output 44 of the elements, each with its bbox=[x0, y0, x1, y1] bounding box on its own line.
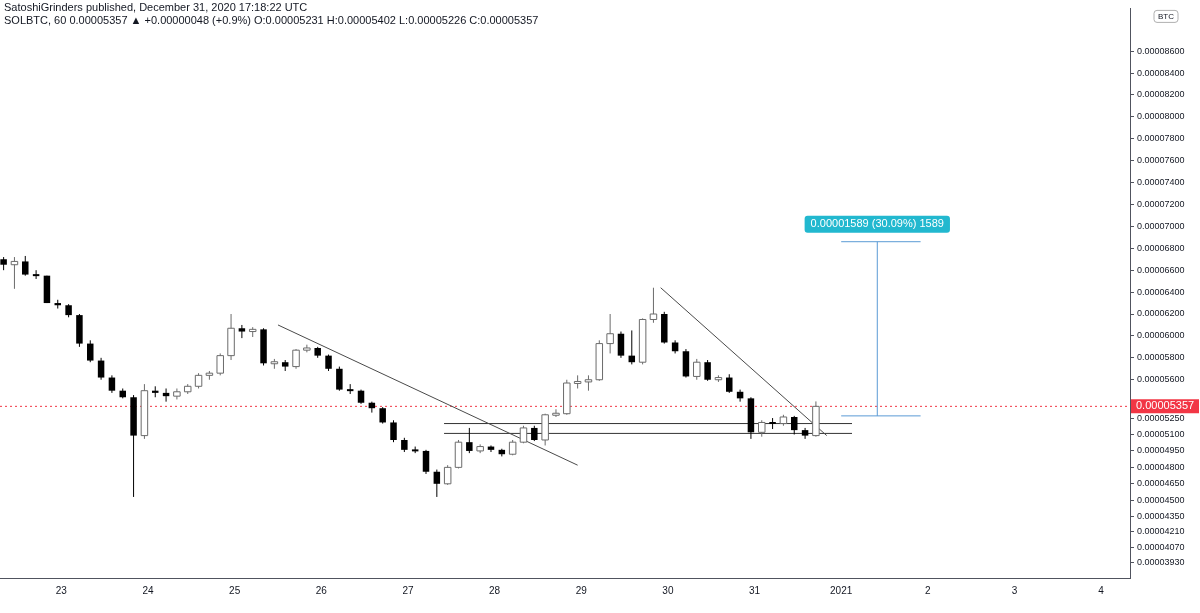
y-tick-label: 0.00005800 bbox=[1137, 352, 1185, 363]
y-tick-label: 0.00003930 bbox=[1137, 557, 1185, 568]
y-tick-label: 0.00004800 bbox=[1137, 461, 1185, 472]
y-tick-label: 0.00004650 bbox=[1137, 478, 1185, 489]
x-tick-label: 3 bbox=[1011, 584, 1018, 596]
y-tick-label: 0.00004350 bbox=[1137, 511, 1185, 522]
y-tick-label: 0.00006000 bbox=[1137, 330, 1185, 341]
y-tick-label: 0.00007600 bbox=[1137, 155, 1185, 166]
x-tick-label: 2021 bbox=[830, 584, 853, 596]
x-tick-label: 28 bbox=[489, 584, 501, 596]
x-tick-label: 30 bbox=[662, 584, 674, 596]
y-tick-label: 0.00008200 bbox=[1137, 89, 1185, 100]
y-tick-label: 0.00007000 bbox=[1137, 220, 1185, 231]
y-tick-label: 0.00007200 bbox=[1137, 198, 1185, 209]
x-tick-label: 26 bbox=[315, 584, 328, 596]
y-tick-label: 0.00007800 bbox=[1137, 133, 1185, 144]
x-tick-label: 4 bbox=[1098, 584, 1105, 596]
y-tick-label: 0.00004950 bbox=[1137, 445, 1185, 456]
x-tick-label: 31 bbox=[748, 584, 761, 596]
y-tick-label: 0.00006400 bbox=[1137, 286, 1185, 297]
y-tick-label: 0.00006800 bbox=[1137, 242, 1185, 253]
y-tick-label: 0.00007400 bbox=[1137, 177, 1185, 188]
x-tick-label: 29 bbox=[575, 584, 588, 596]
y-tick-label: 0.00004500 bbox=[1137, 494, 1185, 505]
x-tick-label: 23 bbox=[55, 584, 68, 596]
x-tick-label: 25 bbox=[229, 584, 241, 596]
x-tick-label: 27 bbox=[402, 584, 414, 596]
ref-line-label: 0.00005357 bbox=[1136, 399, 1195, 412]
annotation: 0.00001589 (30.09%) 1589 bbox=[810, 217, 944, 230]
y-tick-label: 0.00006600 bbox=[1137, 264, 1185, 275]
y-tick-label: 0.00005600 bbox=[1137, 374, 1185, 385]
y-tick-label: 0.00005100 bbox=[1137, 428, 1185, 439]
chart-title: SatoshiGrinders published, December 31, 2020 17:18:22 UTC bbox=[4, 1, 309, 14]
text: SOLBTC, 60 0.00005357 ▲ +0.00000048 (+0.9%) O:0.00005231 H:0.00005402 L:0.00005226 C:0.00005357 bbox=[4, 14, 539, 27]
y-tick-label: 0.00005250 bbox=[1137, 412, 1185, 423]
y-axis-title: BTC bbox=[1158, 11, 1175, 21]
x-tick-label: 2 bbox=[925, 584, 932, 596]
x-tick-label: 24 bbox=[142, 584, 155, 596]
y-tick-label: 0.00008000 bbox=[1137, 111, 1185, 122]
y-tick-label: 0.00006200 bbox=[1137, 308, 1185, 319]
y-tick-label: 0.00008600 bbox=[1137, 45, 1185, 56]
y-tick-label: 0.00004210 bbox=[1137, 526, 1185, 537]
y-tick-label: 0.00004070 bbox=[1137, 541, 1185, 552]
y-tick-label: 0.00008400 bbox=[1137, 67, 1185, 78]
